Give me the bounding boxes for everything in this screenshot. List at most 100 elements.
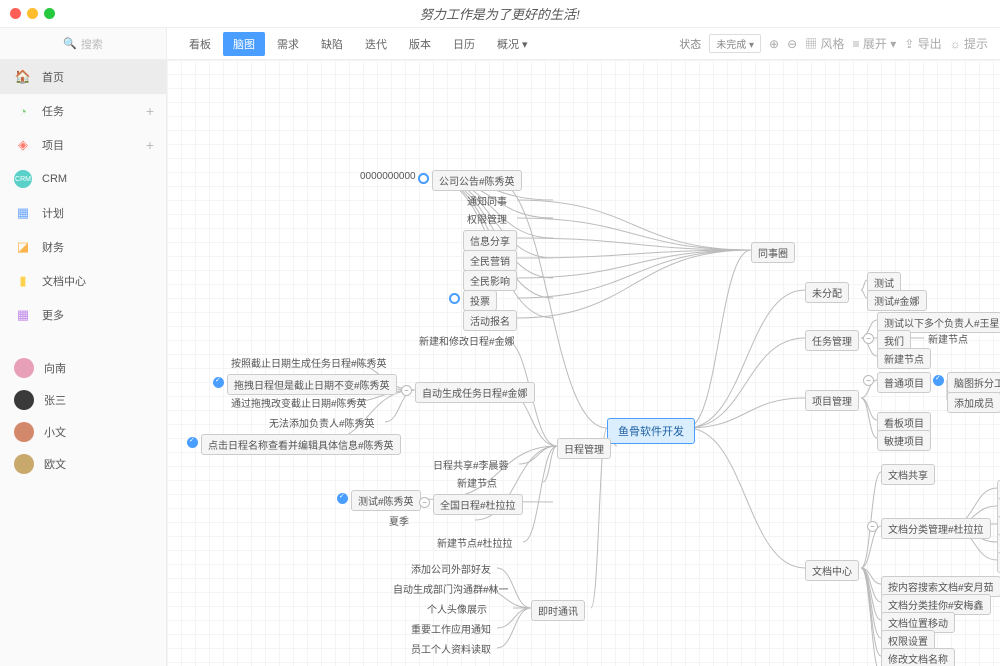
toggle-icon[interactable]: − bbox=[419, 497, 430, 508]
mindmap-node[interactable]: 新建节点 bbox=[453, 474, 501, 491]
mindmap-node[interactable]: 日程管理 bbox=[557, 438, 611, 459]
contact-item[interactable]: 小文 bbox=[0, 416, 166, 448]
zoom-out-icon[interactable]: ⊖ bbox=[787, 37, 797, 51]
toggle-icon[interactable]: − bbox=[867, 521, 878, 532]
mindmap-node[interactable]: 同事圈 bbox=[751, 242, 795, 263]
check-icon[interactable] bbox=[187, 437, 198, 448]
mindmap-node[interactable]: 个人头像展示 bbox=[423, 600, 491, 617]
mindmap-node[interactable]: 文档共享 bbox=[881, 464, 935, 485]
mindmap-node[interactable]: 文档中心 bbox=[805, 560, 859, 581]
mindmap-node[interactable]: 重要工作应用通知 bbox=[407, 620, 495, 637]
mindmap-node[interactable]: 通知同事 bbox=[463, 192, 511, 209]
mindmap-node[interactable]: 新建和修改日程#金娜 bbox=[415, 332, 519, 349]
mindmap-node[interactable]: 员工个人资料读取 bbox=[407, 640, 495, 657]
tab-看板[interactable]: 看板 bbox=[179, 32, 221, 56]
mindmap-node[interactable]: 投票 bbox=[463, 290, 497, 311]
contact-item[interactable]: 欧文 bbox=[0, 448, 166, 480]
toggle-icon[interactable]: − bbox=[401, 385, 412, 396]
tab-版本[interactable]: 版本 bbox=[399, 32, 441, 56]
mindmap-node[interactable]: 自动生成任务日程#金娜 bbox=[415, 382, 535, 403]
mindmap-node[interactable]: 自动生成部门沟通群#林一 bbox=[389, 580, 513, 597]
mindmap-node[interactable]: 通过拖拽改变截止日期#陈秀英 bbox=[227, 394, 371, 411]
check-icon[interactable] bbox=[933, 375, 944, 386]
nav-item-2[interactable]: ◈项目+ bbox=[0, 128, 166, 162]
nav-item-6[interactable]: ▮文档中心 bbox=[0, 264, 166, 298]
toggle-icon[interactable]: − bbox=[863, 375, 874, 386]
mindmap-node[interactable]: 全民影响 bbox=[463, 270, 517, 291]
nav-item-3[interactable]: CRMCRM bbox=[0, 162, 166, 196]
mindmap-node[interactable]: 活动报名 bbox=[463, 310, 517, 331]
tab-需求[interactable]: 需求 bbox=[267, 32, 309, 56]
nav-icon: ▦ bbox=[14, 306, 32, 324]
contacts-list: 向南张三小文欧文 bbox=[0, 352, 166, 480]
expand-icon[interactable]: ≡ 展开 ▾ bbox=[853, 35, 897, 52]
mindmap-node[interactable]: 无法添加负责人#陈秀英 bbox=[265, 414, 379, 431]
title-bar: 努力工作是为了更好的生活! bbox=[0, 0, 1000, 28]
contact-item[interactable]: 张三 bbox=[0, 384, 166, 416]
mindmap-node[interactable]: 添加成员 bbox=[947, 392, 1000, 413]
mindmap-node[interactable]: 点击日程名称查看并编辑具体信息#陈秀英 bbox=[201, 434, 401, 455]
state-select[interactable]: 未完成 ▾ bbox=[709, 34, 761, 53]
toolbar-right: 状态 未完成 ▾ ⊕ ⊖ ▦ 风格 ≡ 展开 ▾ ⇪ 导出 ☼ 提示 bbox=[679, 34, 988, 53]
mindmap-node[interactable]: 夏季 bbox=[385, 512, 413, 529]
check-icon[interactable] bbox=[449, 293, 460, 304]
mindmap-node[interactable]: 按照截止日期生成任务日程#陈秀英 bbox=[227, 354, 391, 371]
mindmap-node[interactable]: 添加公司外部好友 bbox=[407, 560, 495, 577]
mindmap-node[interactable]: 即时通讯 bbox=[531, 600, 585, 621]
mindmap-node[interactable]: 脑图拆分工作#陈秀英 bbox=[947, 372, 1000, 393]
minimize-icon[interactable] bbox=[27, 8, 38, 19]
mindmap-node[interactable]: 测试#陈秀英 bbox=[351, 490, 421, 511]
mindmap-node[interactable]: 权限管理 bbox=[463, 210, 511, 227]
close-icon[interactable] bbox=[10, 8, 21, 19]
mindmap-node[interactable]: 新建节点 bbox=[877, 348, 931, 369]
nav-item-7[interactable]: ▦更多 bbox=[0, 298, 166, 332]
export-icon[interactable]: ⇪ 导出 bbox=[904, 35, 941, 52]
search-box[interactable]: 🔍 搜索 bbox=[0, 28, 166, 60]
contact-item[interactable]: 向南 bbox=[0, 352, 166, 384]
check-icon[interactable] bbox=[337, 493, 348, 504]
tab-缺陷[interactable]: 缺陷 bbox=[311, 32, 353, 56]
toggle-icon[interactable]: − bbox=[863, 333, 874, 344]
mindmap-node[interactable]: 信息分享 bbox=[463, 230, 517, 251]
mindmap-node[interactable]: 敏捷项目 bbox=[877, 430, 931, 451]
mindmap-node[interactable]: 普通项目 bbox=[877, 372, 931, 393]
mindmap-node[interactable]: 公司公告#陈秀英 bbox=[432, 170, 522, 191]
check-icon[interactable] bbox=[418, 173, 429, 184]
mindmap-node[interactable]: 日程共享#李晨蓉 bbox=[429, 456, 513, 473]
mindmap-node[interactable]: 全民营销 bbox=[463, 250, 517, 271]
mindmap-node[interactable]: 文档分类管理#杜拉拉 bbox=[881, 518, 991, 539]
tab-脑图[interactable]: 脑图 bbox=[223, 32, 265, 56]
hint-icon[interactable]: ☼ 提示 bbox=[950, 35, 988, 52]
nav-item-1[interactable]: ◔ 任务 + bbox=[0, 94, 166, 128]
nav-icon: ◪ bbox=[14, 238, 32, 256]
mindmap-node[interactable]: 修改文档名称 bbox=[881, 648, 955, 666]
style-icon[interactable]: ▦ 风格 bbox=[805, 35, 844, 52]
mindmap-node[interactable]: 任务管理 bbox=[805, 330, 859, 351]
nav-list: 🏠首页◔任务+◈项目+CRMCRM▦计划◪财务▮文档中心▦更多 bbox=[0, 60, 166, 332]
mindmap-node[interactable]: 未分配 bbox=[805, 282, 849, 303]
mindmap-node[interactable]: 项目管理 bbox=[805, 390, 859, 411]
nav-item-5[interactable]: ◪财务 bbox=[0, 230, 166, 264]
nav-item-0[interactable]: 🏠首页 bbox=[0, 60, 166, 94]
mindmap-node[interactable]: 全国日程#杜拉拉 bbox=[433, 494, 523, 515]
contact-name: 向南 bbox=[44, 360, 66, 376]
mindmap-canvas[interactable]: 鱼骨软件开发同事圈未分配测试测试#金娜任务管理测试以下多个负责人#王星彤~我们−… bbox=[167, 60, 1000, 666]
mindmap-node[interactable]: 新建节点#杜拉拉 bbox=[433, 534, 517, 551]
nav-icon: ◔ bbox=[14, 102, 32, 120]
tab-日历[interactable]: 日历 bbox=[443, 32, 485, 56]
mindmap-node[interactable]: 拖拽日程但是截止日期不变#陈秀英 bbox=[227, 374, 397, 395]
avatar bbox=[14, 422, 34, 442]
mindmap-node[interactable]: 鱼骨软件开发 bbox=[607, 418, 695, 444]
add-icon[interactable]: + bbox=[146, 103, 154, 119]
mindmap-node[interactable]: 新建节点 bbox=[924, 330, 972, 347]
add-icon[interactable]: + bbox=[146, 137, 154, 153]
zoom-in-icon[interactable]: ⊕ bbox=[769, 37, 779, 51]
check-icon[interactable] bbox=[213, 377, 224, 388]
nav-label: 任务 bbox=[42, 103, 64, 119]
mindmap-node[interactable]: 测试#金娜 bbox=[867, 290, 927, 311]
tab-概况[interactable]: 概况 ▾ bbox=[487, 32, 538, 56]
maximize-icon[interactable] bbox=[44, 8, 55, 19]
tab-迭代[interactable]: 迭代 bbox=[355, 32, 397, 56]
view-tabs: 看板脑图需求缺陷迭代版本日历概况 ▾ bbox=[179, 32, 538, 56]
nav-item-4[interactable]: ▦计划 bbox=[0, 196, 166, 230]
